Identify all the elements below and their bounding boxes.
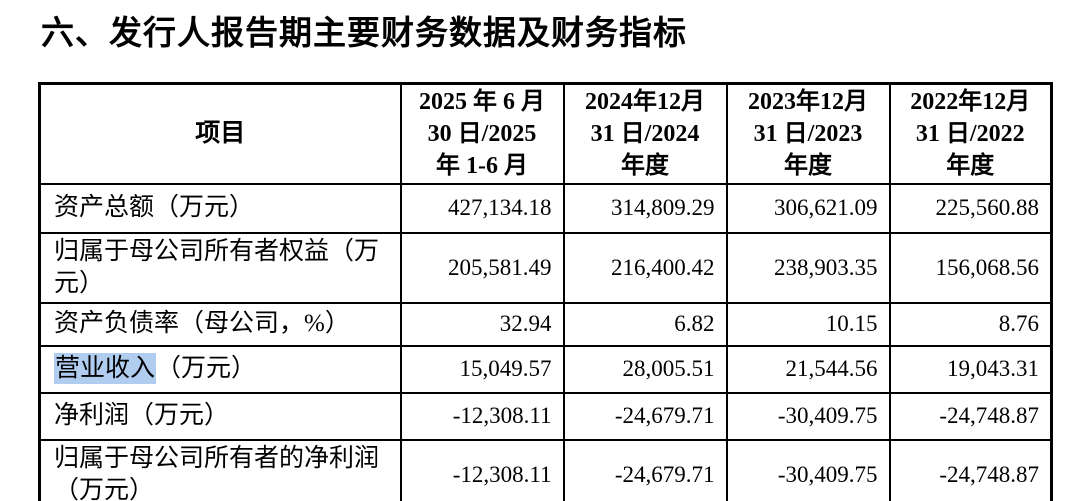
value-cell: 28,005.51	[562, 344, 728, 394]
header-line: 2023年12月	[748, 88, 868, 115]
header-period-2025: 2025 年 6 月 30 日/2025 年 1-6 月	[399, 82, 565, 185]
header-line: 31 日/2024	[590, 120, 700, 147]
value-cell: 306,621.09	[725, 182, 891, 234]
value-cell: 216,400.42	[562, 231, 728, 304]
header-line: 年度	[946, 152, 995, 179]
row-label-rest: （万元）	[156, 355, 257, 382]
row-label: 归属于母公司所有者的净利润（万元）	[38, 438, 402, 501]
table-row-total-assets: 资产总额（万元） 427,134.18 314,809.29 306,621.0…	[38, 182, 1053, 234]
value-cell: 156,068.56	[888, 231, 1053, 304]
table-row-parent-net-profit: 归属于母公司所有者的净利润（万元） -12,308.11 -24,679.71 …	[38, 438, 1053, 501]
header-line: 2022年12月	[910, 88, 1031, 115]
row-label: 净利润（万元）	[38, 391, 402, 441]
row-label: 营业收入（万元）	[38, 344, 402, 394]
value-cell: 10.15	[725, 301, 891, 347]
value-cell: 238,903.35	[725, 231, 891, 304]
value-cell: 8.76	[888, 301, 1053, 347]
table-row-parent-equity: 归属于母公司所有者权益（万元） 205,581.49 216,400.42 23…	[38, 231, 1053, 304]
header-line: 年度	[621, 152, 669, 179]
value-cell: 6.82	[562, 301, 728, 347]
header-line: 2025 年 6 月	[419, 88, 545, 115]
header-line: 31 日/2023	[753, 120, 863, 147]
value-cell: -30,409.75	[725, 438, 891, 501]
header-line: 年度	[784, 152, 832, 179]
section-title: 六、发行人报告期主要财务数据及财务指标	[41, 14, 687, 51]
value-cell: -24,748.87	[888, 391, 1053, 441]
highlighted-selection[interactable]: 营业收入	[54, 353, 157, 384]
header-period-2022: 2022年12月 31 日/2022 年度	[888, 82, 1053, 185]
value-cell: -12,308.11	[399, 438, 565, 501]
header-period-2023: 2023年12月 31 日/2023 年度	[725, 82, 891, 185]
value-cell: 15,049.57	[399, 344, 565, 394]
header-period-2024: 2024年12月 31 日/2024 年度	[562, 82, 728, 185]
header-line: 30 日/2025	[427, 120, 537, 147]
row-label: 资产负债率（母公司，%）	[38, 301, 402, 347]
value-cell: 205,581.49	[399, 231, 565, 304]
value-cell: -24,679.71	[562, 391, 728, 441]
row-label: 资产总额（万元）	[38, 182, 402, 234]
financial-data-table: 项目 2025 年 6 月 30 日/2025 年 1-6 月 2024年12月…	[38, 82, 1053, 501]
value-cell: 225,560.88	[888, 182, 1053, 234]
header-line: 2024年12月	[585, 88, 705, 115]
header-row: 项目 2025 年 6 月 30 日/2025 年 1-6 月 2024年12月…	[38, 82, 1053, 185]
value-cell: 427,134.18	[399, 182, 565, 234]
value-cell: 21,544.56	[725, 344, 891, 394]
table-row-net-profit: 净利润（万元） -12,308.11 -24,679.71 -30,409.75…	[38, 391, 1053, 441]
value-cell: 19,043.31	[888, 344, 1053, 394]
header-line: 31 日/2022	[915, 120, 1025, 147]
value-cell: -12,308.11	[399, 391, 565, 441]
value-cell: -24,679.71	[562, 438, 728, 501]
value-cell: -24,748.87	[888, 438, 1053, 501]
table-row-operating-revenue: 营业收入（万元） 15,049.57 28,005.51 21,544.56 1…	[38, 344, 1053, 394]
header-line: 年 1-6 月	[436, 152, 528, 179]
value-cell: 314,809.29	[562, 182, 728, 234]
row-label: 归属于母公司所有者权益（万元）	[38, 231, 402, 304]
value-cell: -30,409.75	[725, 391, 891, 441]
table-row-debt-ratio: 资产负债率（母公司，%） 32.94 6.82 10.15 8.76	[38, 301, 1053, 347]
header-item: 项目	[38, 82, 402, 185]
value-cell: 32.94	[399, 301, 565, 347]
